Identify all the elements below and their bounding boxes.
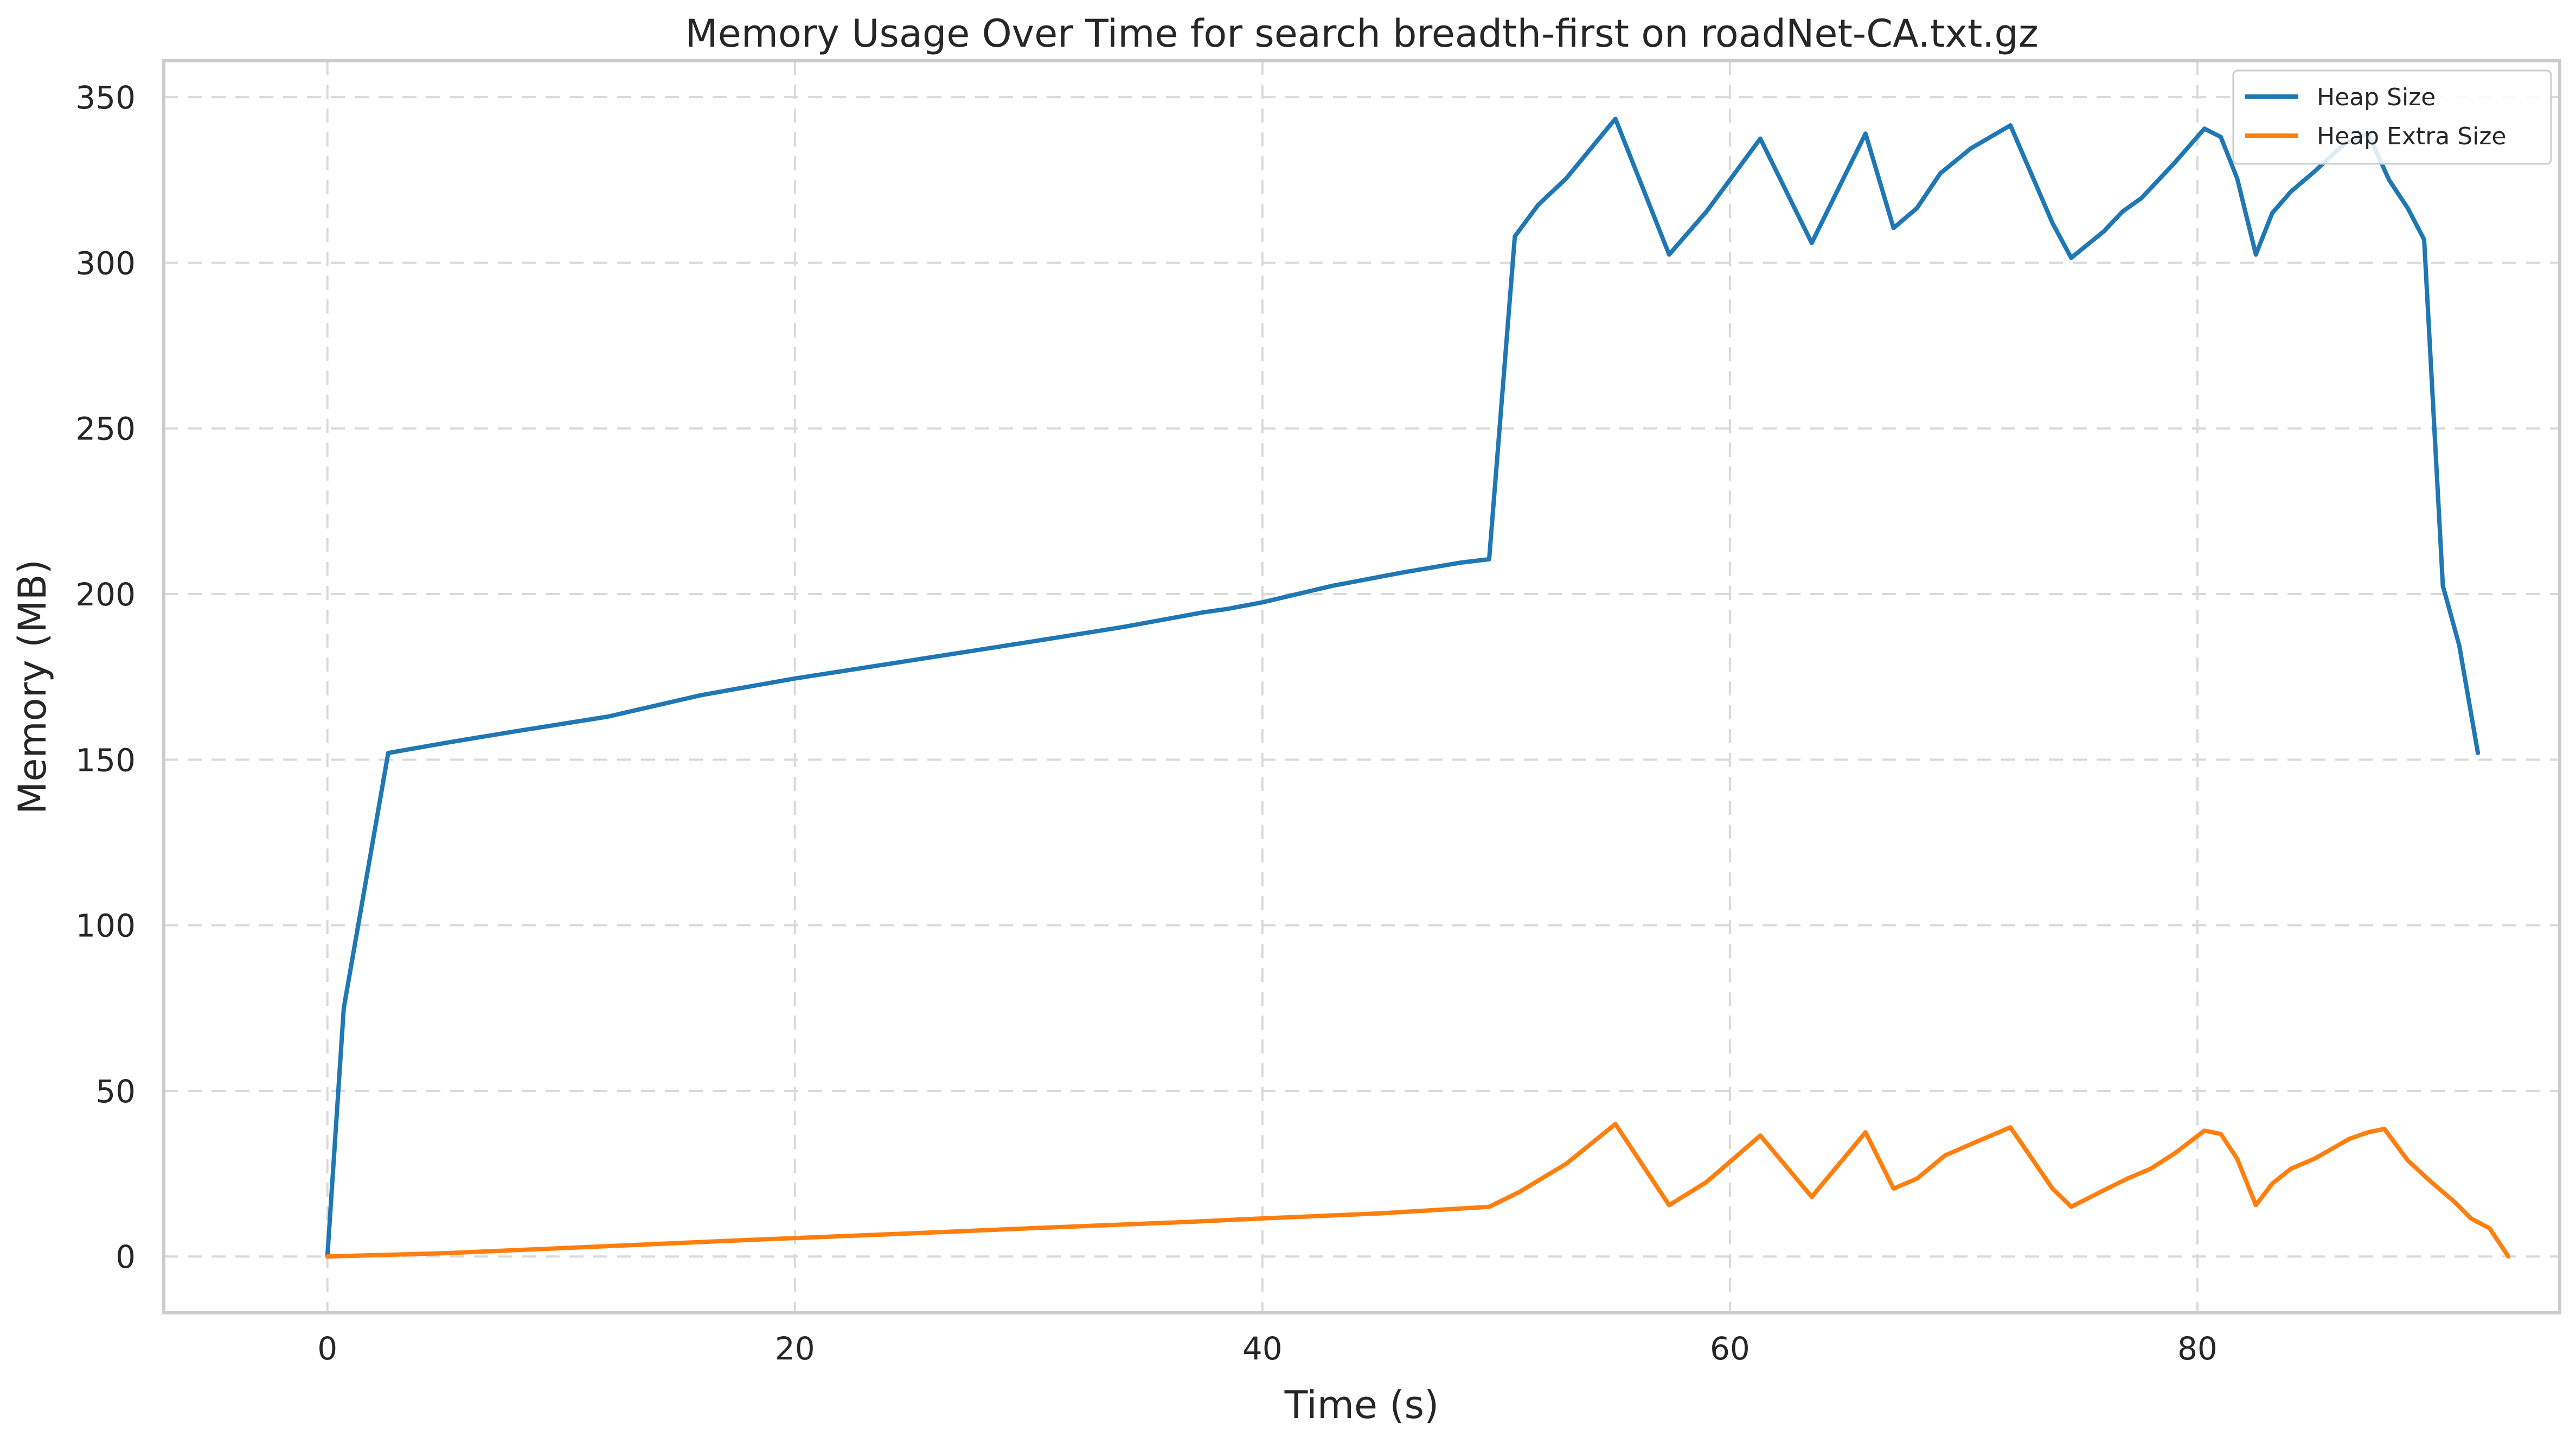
plot-frame — [162, 59, 2561, 1314]
x-tick-label: 40 — [1242, 1330, 1283, 1367]
x-tick-label: 0 — [317, 1330, 337, 1367]
legend-box — [2232, 69, 2552, 165]
y-tick-label: 250 — [75, 411, 136, 448]
grid — [164, 61, 2560, 1313]
tick-labels: 0 20 40 60 80 0 50 100 150 200 250 300 350 — [75, 79, 2218, 1367]
y-tick-label: 300 — [75, 245, 136, 282]
x-tick-label: 60 — [1710, 1330, 1750, 1367]
y-tick-label: 100 — [75, 908, 136, 944]
series-layer — [325, 116, 2511, 1259]
y-axis-label: Memory (MB) — [10, 559, 55, 814]
series-line-heap-size — [325, 116, 2481, 1259]
y-tick-label: 150 — [75, 742, 136, 778]
legend-label-heap-size: Heap Size — [2317, 84, 2436, 111]
y-tick-label: 350 — [75, 79, 136, 116]
x-tick-label: 20 — [775, 1330, 815, 1367]
x-axis-label: Time (s) — [1284, 1383, 1439, 1427]
legend-label-heap-extra-size: Heap Extra Size — [2317, 123, 2507, 150]
y-tick-label: 0 — [116, 1238, 136, 1275]
series-line-heap-extra-size — [325, 1122, 2511, 1259]
y-tick-label: 200 — [75, 576, 136, 613]
y-tick-label: 50 — [95, 1073, 136, 1110]
chart-title: Memory Usage Over Time for search breadt… — [685, 11, 2038, 56]
legend: Heap Size Heap Extra Size — [2232, 69, 2552, 165]
x-tick-label: 80 — [2177, 1330, 2218, 1367]
